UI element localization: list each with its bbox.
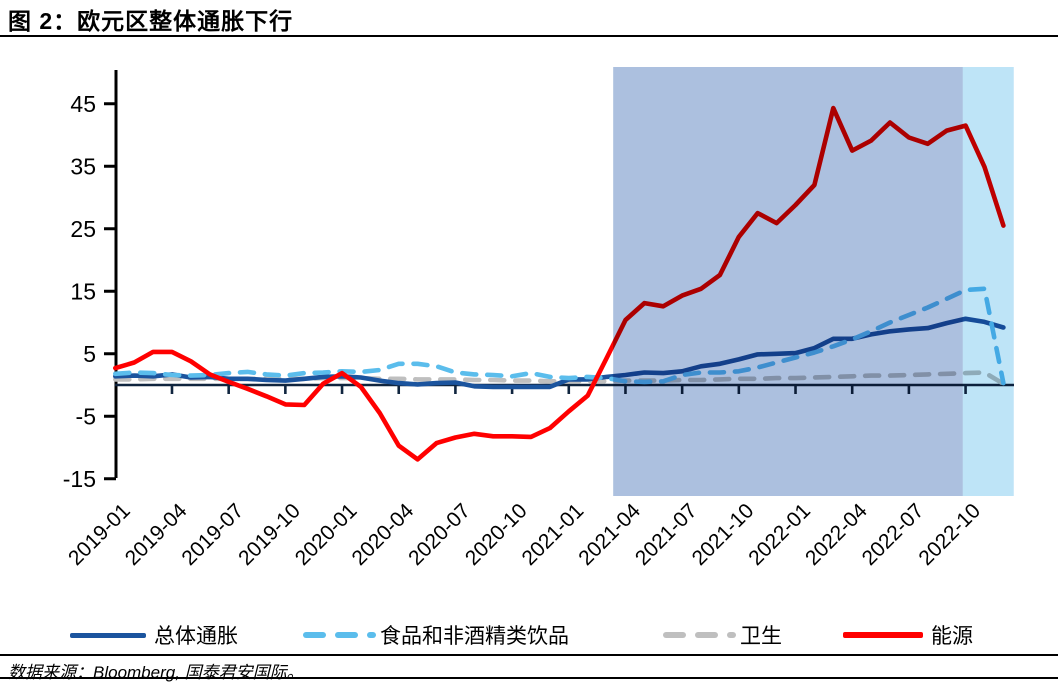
svg-text:2020-10: 2020-10	[461, 499, 532, 570]
svg-text:2021-04: 2021-04	[574, 499, 645, 570]
chart-legend: 总体通胀 食品和非酒精类饮品 卫生 能源	[0, 620, 1058, 650]
svg-text:-15: -15	[63, 466, 96, 492]
svg-text:2022-10: 2022-10	[914, 499, 985, 570]
legend-swatch-energy-line-icon	[843, 632, 923, 638]
legend-item-energy: 能源	[843, 620, 973, 650]
legend-label-health: 卫生	[740, 625, 782, 648]
svg-text:25: 25	[70, 216, 96, 242]
svg-text:2019-07: 2019-07	[177, 499, 248, 570]
bottom-rule	[0, 677, 1058, 679]
legend-swatch-overall-line-icon	[70, 632, 146, 638]
svg-text:45: 45	[70, 91, 96, 117]
svg-text:2022-07: 2022-07	[858, 499, 929, 570]
legend-item-health: 卫生	[663, 620, 782, 650]
svg-text:2019-10: 2019-10	[234, 499, 305, 570]
legend-swatch-food-dash-icon	[303, 632, 376, 638]
svg-text:2021-07: 2021-07	[631, 499, 702, 570]
svg-text:2021-10: 2021-10	[688, 499, 759, 570]
title-rule	[0, 35, 1058, 37]
figure-title: 图 2：欧元区整体通胀下行	[8, 8, 294, 34]
inflation-line-chart: 45 35 25 15 5 -5 -15 2019-012019-042019-072019-…	[63, 67, 1014, 570]
source-separator-rule	[0, 654, 1058, 656]
legend-item-food: 食品和非酒精类饮品	[303, 620, 569, 650]
highlight-band-light	[962, 67, 1014, 496]
legend-item-overall: 总体通胀	[70, 620, 238, 650]
legend-label-overall: 总体通胀	[154, 625, 238, 648]
legend-label-food: 食品和非酒精类饮品	[380, 625, 569, 648]
svg-text:2020-01: 2020-01	[291, 499, 362, 570]
chart-area: 45 35 25 15 5 -5 -15 2019-01 2019-04 2019-07 2019-…	[0, 40, 1058, 610]
legend-swatch-health-dash-icon	[663, 632, 736, 638]
svg-text:2022-01: 2022-01	[744, 499, 815, 570]
highlight-band-dark	[613, 67, 963, 496]
svg-text:2019-01: 2019-01	[64, 499, 135, 570]
svg-text:15: 15	[70, 278, 96, 304]
svg-text:2021-01: 2021-01	[518, 499, 589, 570]
y-axis-labels: 45 35 25 15 5 -5 -15	[63, 91, 96, 492]
x-axis-labels: 2019-012019-042019-072019-102020-012020-…	[64, 499, 985, 570]
svg-text:2019-04: 2019-04	[121, 499, 192, 570]
svg-text:5: 5	[83, 341, 96, 367]
svg-text:2020-07: 2020-07	[404, 499, 475, 570]
legend-label-energy: 能源	[931, 625, 973, 648]
svg-text:2022-04: 2022-04	[801, 499, 872, 570]
svg-text:-5: -5	[76, 403, 96, 429]
svg-text:35: 35	[70, 153, 96, 179]
svg-text:2020-04: 2020-04	[347, 499, 418, 570]
